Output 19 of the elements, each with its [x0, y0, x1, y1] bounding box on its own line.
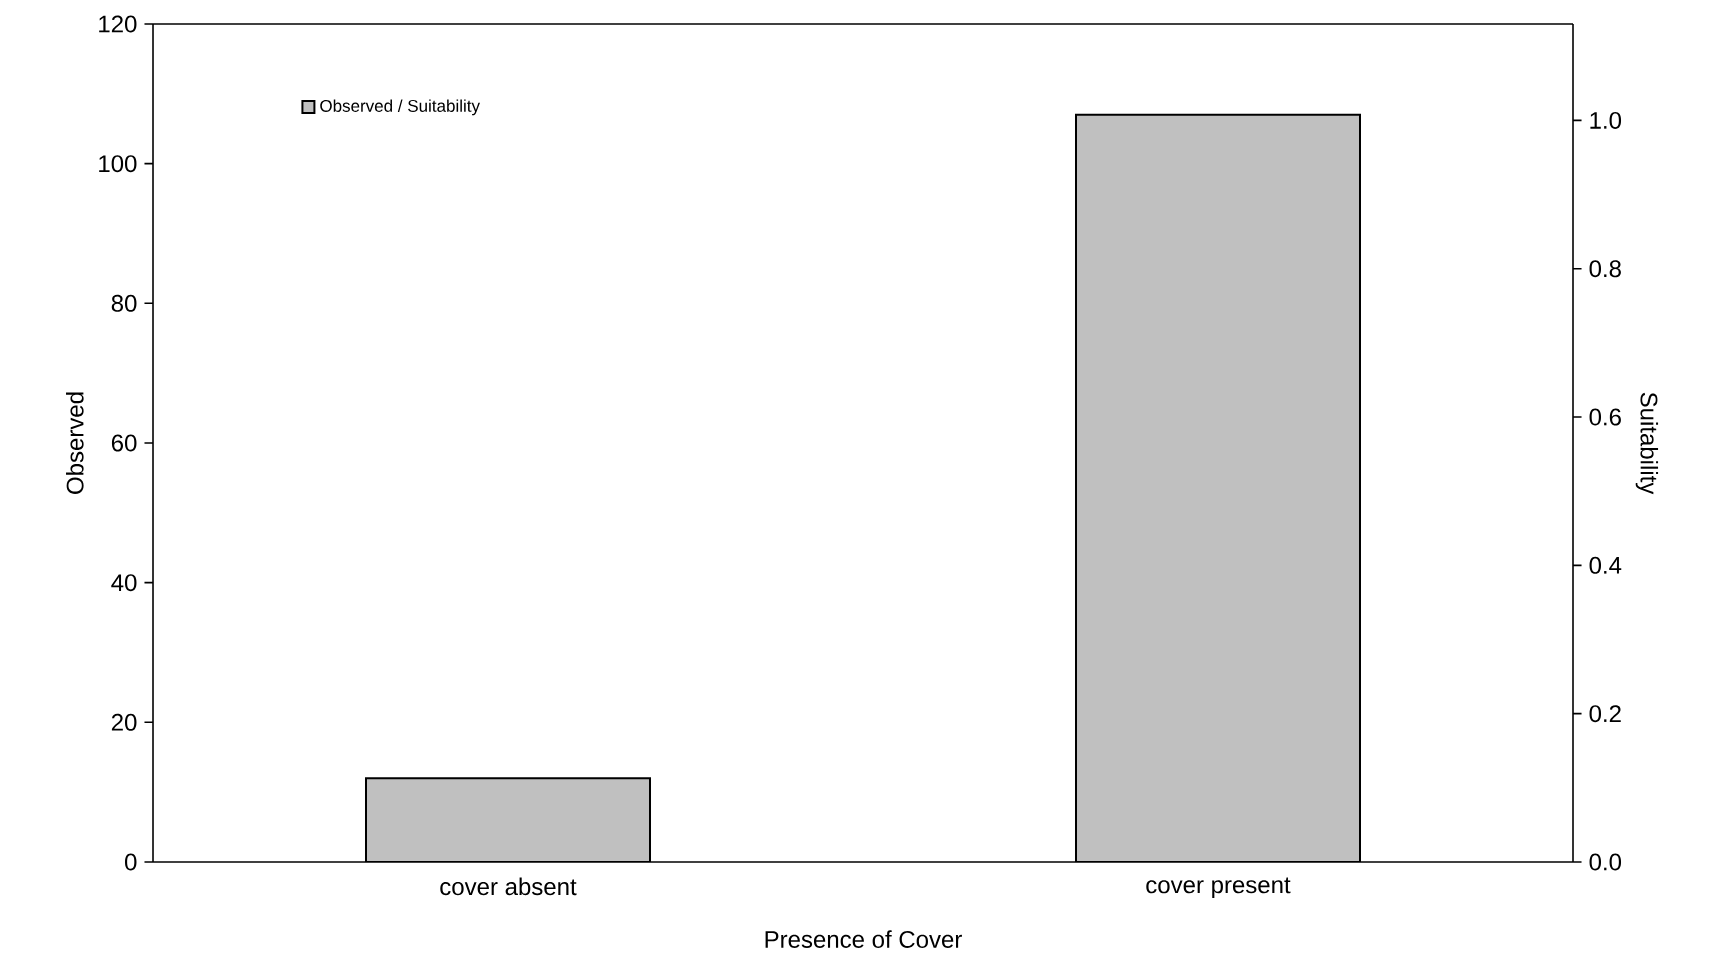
y2-tick-label: 0.8: [1589, 260, 1621, 278]
y-tick-label: 40: [111, 574, 137, 592]
y2-tick-label: 0.0: [1589, 853, 1622, 871]
x-axis-title: Presence of Cover: [765, 930, 962, 948]
y2-tick-label: 0.4: [1589, 556, 1622, 574]
y2-tick-label: 0.6: [1589, 408, 1621, 426]
y2-axis-title: Suitability: [1635, 392, 1659, 495]
y-tick-label: 60: [111, 434, 137, 452]
y2-tick-label: 1.0: [1590, 111, 1622, 129]
y-tick-label: 20: [111, 713, 137, 731]
y-tick-label: 100: [99, 155, 137, 173]
y-tick-label: 120: [99, 15, 137, 33]
y-axis-title: Observed: [66, 392, 84, 494]
y2-tick-label: 0.2: [1589, 705, 1621, 723]
x-tick-label: cover absent: [440, 877, 577, 896]
legend-label: Observed / Suitability: [320, 99, 480, 116]
y-tick-label: 0: [125, 853, 137, 871]
x-tick-label: cover present: [1146, 877, 1291, 899]
y-tick-label: 80: [111, 294, 137, 312]
